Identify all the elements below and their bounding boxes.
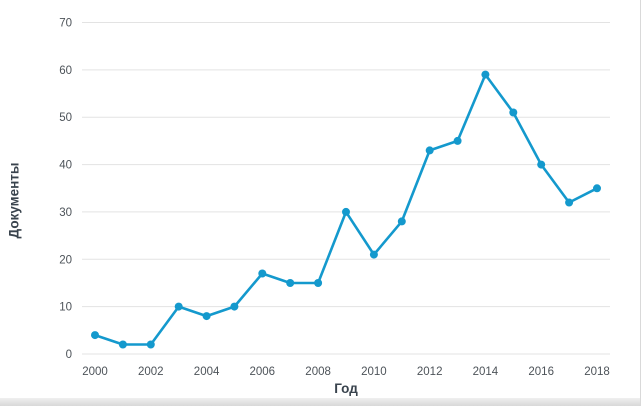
data-point-2000[interactable] bbox=[91, 331, 99, 340]
y-tick-label: 30 bbox=[59, 207, 72, 219]
x-tick-label: 2000 bbox=[82, 366, 108, 378]
y-tick-label: 40 bbox=[59, 160, 72, 172]
y-tick-label: 0 bbox=[66, 349, 72, 361]
y-tick-label: 70 bbox=[59, 18, 72, 30]
y-tick-label: 60 bbox=[59, 65, 72, 77]
x-tick-label: 2018 bbox=[584, 366, 610, 378]
x-tick-label: 2004 bbox=[194, 366, 220, 378]
y-tick-label: 50 bbox=[59, 112, 72, 124]
data-point-2018[interactable] bbox=[593, 184, 601, 193]
x-tick-label: 2012 bbox=[417, 366, 443, 378]
data-point-2001[interactable] bbox=[118, 340, 127, 349]
y-axis-title: Документы bbox=[6, 162, 22, 239]
data-point-2014[interactable] bbox=[481, 70, 490, 79]
x-tick-label: 2014 bbox=[473, 366, 499, 378]
data-point-2009[interactable] bbox=[342, 207, 350, 216]
data-point-2011[interactable] bbox=[397, 217, 406, 226]
data-point-2005[interactable] bbox=[230, 302, 239, 311]
x-tick-label: 2002 bbox=[138, 366, 164, 378]
data-point-2013[interactable] bbox=[453, 136, 462, 145]
bottom-edge-strip bbox=[0, 398, 640, 406]
data-point-2007[interactable] bbox=[286, 279, 295, 287]
data-point-2016[interactable] bbox=[537, 160, 546, 169]
data-point-2010[interactable] bbox=[369, 250, 378, 259]
data-point-2003[interactable] bbox=[174, 302, 183, 311]
data-point-2015[interactable] bbox=[509, 108, 518, 117]
data-point-2002[interactable] bbox=[146, 340, 155, 349]
y-tick-label: 20 bbox=[59, 254, 72, 266]
x-tick-label: 2010 bbox=[361, 366, 387, 378]
data-point-2017[interactable] bbox=[565, 198, 574, 207]
data-point-2004[interactable] bbox=[202, 312, 211, 321]
data-point-2008[interactable] bbox=[314, 279, 323, 287]
x-tick-label: 2008 bbox=[305, 366, 331, 378]
x-axis-title: Год bbox=[334, 381, 358, 396]
x-tick-label: 2016 bbox=[528, 366, 554, 378]
data-point-2012[interactable] bbox=[425, 146, 434, 155]
data-point-2006[interactable] bbox=[258, 269, 267, 278]
y-tick-label: 10 bbox=[59, 302, 72, 314]
x-tick-label: 2006 bbox=[250, 366, 276, 378]
